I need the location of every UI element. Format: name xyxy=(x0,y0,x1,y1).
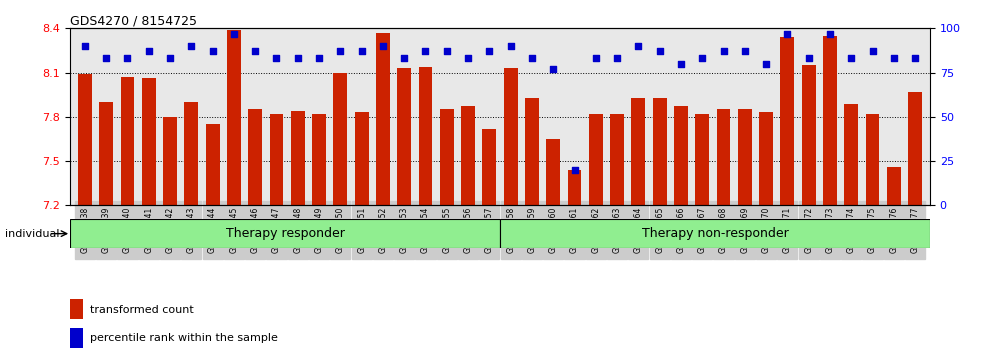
Point xyxy=(290,56,306,61)
Bar xyxy=(355,113,369,205)
Bar xyxy=(631,98,645,205)
Bar xyxy=(227,30,241,205)
Bar xyxy=(121,77,134,205)
Bar xyxy=(653,98,667,205)
Bar xyxy=(802,65,816,205)
Point xyxy=(801,56,817,61)
Point xyxy=(758,61,774,67)
Bar xyxy=(823,36,837,205)
Text: percentile rank within the sample: percentile rank within the sample xyxy=(90,333,278,343)
Bar xyxy=(142,79,156,205)
Text: individual: individual xyxy=(5,229,60,239)
Point xyxy=(98,56,114,61)
Point xyxy=(694,56,710,61)
Text: Therapy non-responder: Therapy non-responder xyxy=(642,227,788,240)
Point xyxy=(460,56,476,61)
Bar xyxy=(397,68,411,205)
Bar xyxy=(738,109,752,205)
Point xyxy=(609,56,625,61)
Point xyxy=(247,48,263,54)
Bar xyxy=(376,33,390,205)
Point xyxy=(417,48,433,54)
Bar xyxy=(184,102,198,205)
Bar xyxy=(440,109,454,205)
Bar xyxy=(70,219,500,248)
Point xyxy=(652,48,668,54)
Point xyxy=(396,56,412,61)
Bar xyxy=(206,124,220,205)
Point xyxy=(779,31,795,36)
Bar xyxy=(419,67,432,205)
Point xyxy=(481,48,497,54)
Bar xyxy=(70,299,82,319)
Point xyxy=(524,56,540,61)
Bar xyxy=(589,114,603,205)
Bar xyxy=(270,114,283,205)
Point xyxy=(77,43,93,49)
Point xyxy=(907,56,923,61)
Text: Therapy responder: Therapy responder xyxy=(226,227,344,240)
Bar xyxy=(695,114,709,205)
Point xyxy=(588,56,604,61)
Bar xyxy=(674,107,688,205)
Bar xyxy=(780,37,794,205)
Bar xyxy=(525,98,539,205)
Bar xyxy=(844,104,858,205)
Bar xyxy=(759,113,773,205)
Point xyxy=(141,48,157,54)
Point xyxy=(545,66,561,72)
Bar xyxy=(333,73,347,205)
Bar xyxy=(248,109,262,205)
Point xyxy=(737,48,753,54)
Point xyxy=(354,48,370,54)
Bar xyxy=(291,111,305,205)
Bar xyxy=(908,92,922,205)
Point xyxy=(268,56,284,61)
Bar xyxy=(866,114,879,205)
Point xyxy=(162,56,178,61)
Point xyxy=(843,56,859,61)
Text: GDS4270 / 8154725: GDS4270 / 8154725 xyxy=(70,14,197,27)
Point xyxy=(205,48,221,54)
Point xyxy=(226,31,242,36)
Point xyxy=(865,48,881,54)
Bar xyxy=(568,170,581,205)
Point xyxy=(119,56,135,61)
Point xyxy=(716,48,732,54)
Bar xyxy=(504,68,518,205)
Bar xyxy=(70,328,82,348)
Bar xyxy=(887,167,901,205)
Point xyxy=(503,43,519,49)
Point xyxy=(375,43,391,49)
Point xyxy=(439,48,455,54)
Bar xyxy=(78,74,92,205)
Bar xyxy=(461,107,475,205)
Point xyxy=(567,167,583,173)
Bar xyxy=(546,139,560,205)
Point xyxy=(630,43,646,49)
Bar xyxy=(482,129,496,205)
Bar xyxy=(500,219,930,248)
Bar xyxy=(312,114,326,205)
Text: transformed count: transformed count xyxy=(90,305,194,315)
Point xyxy=(311,56,327,61)
Bar xyxy=(163,117,177,205)
Bar xyxy=(717,109,730,205)
Point xyxy=(332,48,348,54)
Bar xyxy=(99,102,113,205)
Point xyxy=(183,43,199,49)
Bar xyxy=(610,114,624,205)
Point xyxy=(822,31,838,36)
Point xyxy=(886,56,902,61)
Point xyxy=(673,61,689,67)
